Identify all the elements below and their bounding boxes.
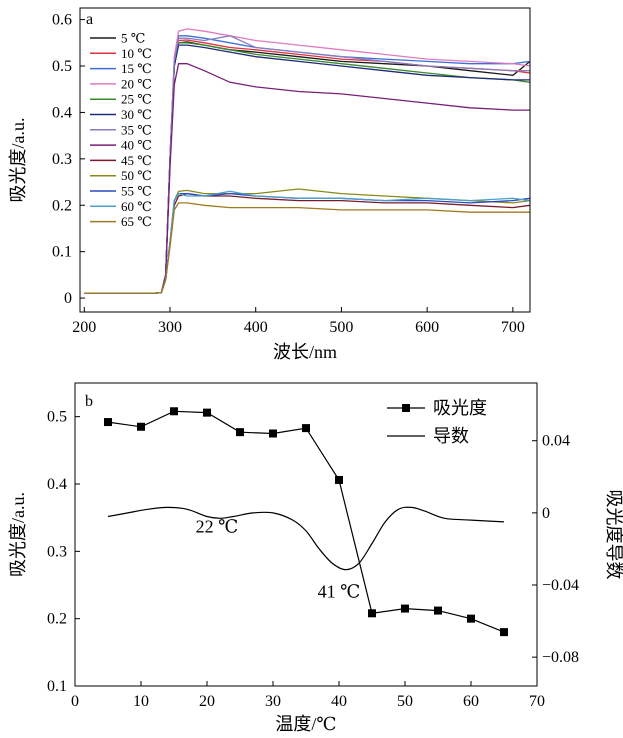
absorbance-point (368, 609, 376, 618)
x-tick-label: 60 (463, 693, 479, 710)
y-tick-label: 0.1 (47, 678, 67, 695)
y-tick-label: 0.3 (47, 543, 67, 560)
legend-marker-absorbance (402, 404, 410, 412)
panel-a-label: a (86, 11, 93, 28)
legend-label: 55 ℃ (121, 184, 152, 199)
legend-label: 35 ℃ (121, 122, 152, 137)
x-tick-label: 300 (158, 319, 182, 336)
x-tick-label: 700 (501, 319, 525, 336)
absorbance-point (401, 604, 409, 613)
legend-label: 5 ℃ (121, 31, 145, 46)
panel-b-tick-marks: 0 10 20 30 40 50 60 70 0.1 0.2 0.3 0.4 0.5 0.04 0 −0.04… (47, 409, 579, 710)
legend-label: 45 ℃ (121, 153, 152, 168)
absorbance-point (302, 424, 310, 433)
y-tick-label: 0 (64, 290, 72, 307)
legend-label: 10 ℃ (121, 46, 152, 61)
x-tick-label: 200 (72, 319, 96, 336)
panel-b-temperature-chart: 0 10 20 30 40 50 60 70 0.1 0.2 0.3 0.4 0.5 0.04 0 −0.04… (8, 382, 623, 734)
legend-label-absorbance: 吸光度 (433, 398, 487, 418)
panel-a-series-lines (84, 28, 531, 295)
x-tick-label: 70 (529, 693, 545, 710)
x-tick-label: 40 (331, 693, 347, 710)
panel-b-annotations: 22 ℃ 41 ℃ (196, 517, 361, 602)
absorbance-point (236, 428, 244, 437)
absorbance-point (137, 422, 145, 431)
y-tick-label: 0.5 (47, 409, 67, 426)
absorbance-point (170, 407, 178, 416)
y-tick-label: 0.2 (47, 611, 67, 628)
panel-b-series-lines (104, 407, 508, 637)
panel-b-x-axis-label: 温度/℃ (275, 714, 336, 734)
absorbance-point (335, 475, 343, 484)
x-tick-label: 10 (133, 693, 149, 710)
absorbance-point (500, 628, 508, 637)
temperature-annotation: 22 ℃ (196, 517, 239, 537)
panel-b-label: b (85, 393, 93, 410)
derivative-line (107, 506, 505, 571)
panel-a-y-axis-label: 吸光度/a.u. (8, 118, 28, 203)
legend-label: 65 ℃ (121, 214, 152, 229)
x-tick-label: 500 (329, 319, 353, 336)
y-tick-label: 0.3 (52, 151, 72, 168)
legend-label: 15 ℃ (121, 61, 152, 76)
x-tick-label: 20 (199, 693, 215, 710)
absorbance-point (467, 614, 475, 623)
legend-label: 30 ℃ (121, 107, 152, 122)
panel-a-tick-marks: 200 300 400 500 600 700 0 0.1 0.2 0.3 0.4 0.5 0.6 (52, 12, 525, 336)
x-tick-label: 30 (265, 693, 281, 710)
series-line-8 (84, 63, 530, 295)
right-y-tick-label: 0.04 (542, 433, 570, 450)
panel-b-plot-frame (74, 382, 538, 687)
y-tick-label: 0.4 (52, 104, 72, 121)
x-tick-label: 600 (415, 319, 439, 336)
panel-b-legend: 吸光度导数 (387, 398, 487, 446)
right-y-tick-label: −0.08 (542, 649, 579, 666)
panel-a-spectra-chart: 200 300 400 500 600 700 0 0.1 0.2 0.3 0.4 0.5 0.6 5 … (8, 7, 531, 362)
panel-b-right-y-axis-label: 吸光度导数 (604, 490, 623, 580)
legend-label: 50 ℃ (121, 168, 152, 183)
x-tick-label: 400 (244, 319, 268, 336)
x-tick-label: 0 (71, 693, 79, 710)
y-tick-label: 0.6 (52, 12, 72, 29)
absorbance-point (104, 418, 112, 427)
y-tick-label: 0.4 (47, 476, 67, 493)
absorbance-point (269, 429, 277, 438)
right-y-tick-label: 0 (542, 505, 550, 522)
legend-label: 40 ℃ (121, 138, 152, 153)
y-tick-label: 0.1 (52, 244, 72, 261)
y-tick-label: 0.2 (52, 197, 72, 214)
x-tick-label: 50 (397, 693, 413, 710)
legend-label: 25 ℃ (121, 92, 152, 107)
panel-b-y-axis-label: 吸光度/a.u. (8, 492, 28, 577)
panel-a-x-axis-label: 波长/nm (273, 342, 337, 362)
legend-label-derivative: 导数 (433, 426, 469, 446)
absorbance-point (434, 606, 442, 615)
legend-label: 20 ℃ (121, 76, 152, 91)
y-tick-label: 0.5 (52, 58, 72, 75)
right-y-tick-label: −0.04 (542, 577, 579, 594)
absorbance-point (203, 408, 211, 417)
legend-label: 60 ℃ (121, 199, 152, 214)
series-line-13 (84, 202, 530, 295)
panel-a-legend: 5 ℃10 ℃15 ℃20 ℃25 ℃30 ℃35 ℃40 ℃45 ℃50 ℃5… (90, 31, 152, 229)
temperature-annotation: 41 ℃ (318, 582, 361, 602)
panel-a-plot-frame (79, 7, 531, 313)
